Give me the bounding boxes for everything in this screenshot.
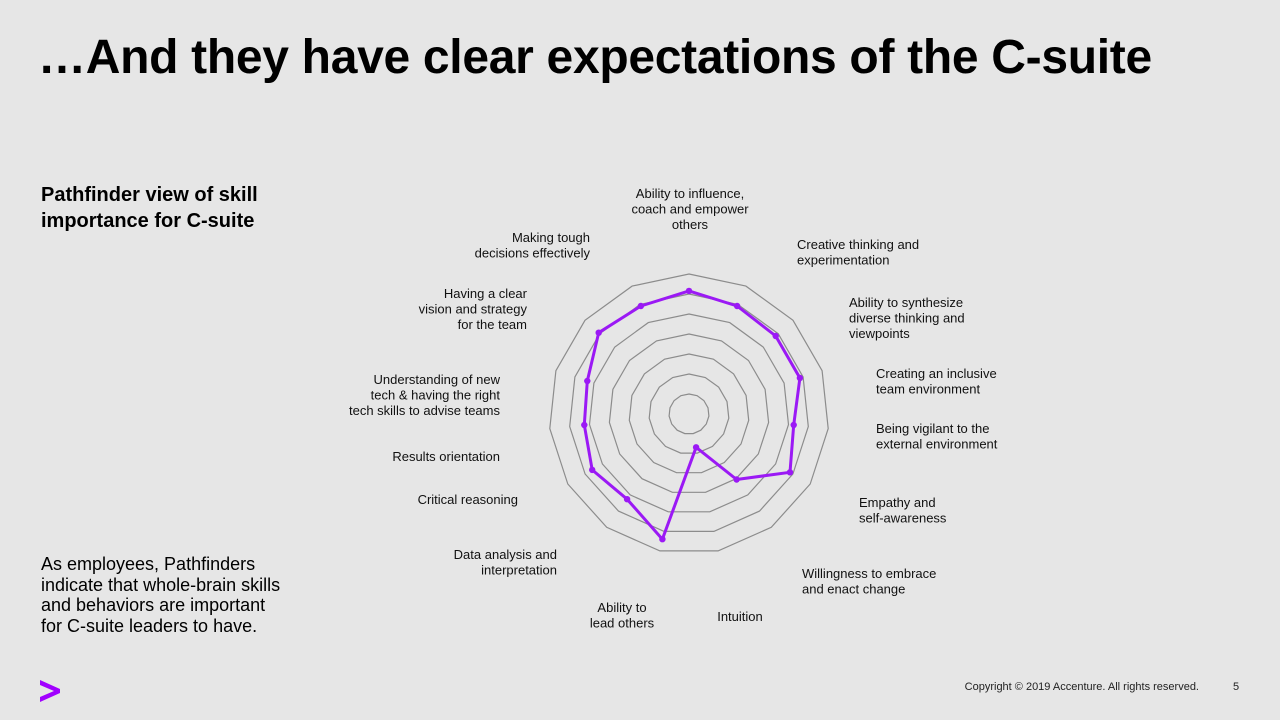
radar-axis-label-line: team environment [876, 382, 980, 397]
radar-axis-label-line: tech skills to advise teams [349, 403, 501, 418]
radar-axis-label: Making tough decisions effectively [475, 230, 591, 261]
radar-axis-label: Ability to lead others [590, 600, 655, 631]
copyright-text: Copyright © 2019 Accenture. All rights r… [964, 681, 1199, 693]
radar-axis-label: Data analysis and interpretation [454, 547, 557, 578]
radar-data-point [786, 469, 794, 476]
radar-axis-label-line: viewpoints [849, 326, 910, 341]
radar-axis-label: Being vigilant to the external environmen… [876, 421, 998, 452]
accenture-greater-than-icon [38, 678, 62, 704]
radar-data-point [584, 377, 591, 385]
radar-axis-label-line: diverse thinking and [849, 311, 965, 326]
radar-data-point [659, 536, 666, 543]
radar-data-point [595, 329, 602, 336]
radar-axis-label-line: Understanding of new [374, 372, 501, 387]
radar-axis-label-line: self-awareness [859, 511, 947, 526]
radar-grid-ring [588, 313, 790, 513]
radar-data-point [796, 374, 804, 382]
radar-axis-label-line: external environment [876, 437, 998, 452]
radar-grid-ring [648, 373, 730, 454]
radar-grid-ring [668, 393, 710, 435]
radar-axis-label-line: coach and empower [631, 202, 749, 217]
body-text: As employees, Pathfinders indicate that … [41, 554, 341, 636]
radar-axis-label: Results orientation [392, 449, 500, 464]
radar-axis-label: Willingness to embrace and enact change [802, 566, 936, 597]
subtitle-line: importance for C-suite [41, 210, 255, 232]
radar-axis-label-line: experimentation [797, 253, 890, 268]
radar-axis-label-line: Having a clear [444, 286, 528, 301]
radar-grid-ring [569, 293, 809, 533]
radar-axis-label-line: others [672, 217, 709, 232]
radar-axis-label-line: Empathy and [859, 495, 936, 510]
radar-axis-label-line: Creative thinking and [797, 237, 919, 252]
radar-series-line [582, 289, 802, 541]
radar-data-point [589, 466, 596, 474]
radar-axis-label-line: Intuition [717, 609, 763, 624]
radar-axis-label-line: interpretation [481, 563, 557, 578]
body-line: indicate that whole-brain skills [41, 574, 281, 595]
radar-axis-label-line: Ability to influence, [636, 186, 744, 201]
radar-axis-label-line: and enact change [802, 582, 905, 597]
radar-axis-label-line: for the team [458, 317, 527, 332]
radar-axis-label-line: Critical reasoning [418, 492, 518, 507]
radar-axis-label-line: Results orientation [392, 449, 500, 464]
radar-axis-label-line: vision and strategy [419, 302, 528, 317]
radar-axis-label: Having a clear vision and strategy for the… [419, 286, 528, 332]
radar-axis-label: Intuition [717, 609, 763, 624]
radar-data-point [790, 421, 797, 429]
radar-grid-ring [628, 353, 750, 474]
subtitle-line: Pathfinder view of skill [41, 184, 258, 206]
radar-data-point [692, 444, 700, 451]
radar-data-point [772, 332, 779, 340]
radar-axis-label-line: Making tough [512, 230, 590, 245]
radar-axis-label-line: Ability to [597, 600, 646, 615]
body-line: for C-suite leaders to have. [41, 615, 258, 636]
chart-subtitle: Pathfinder view of skill importance for … [41, 182, 341, 234]
radar-axis-label-line: Being vigilant to the [876, 421, 989, 436]
radar-data-point [581, 421, 588, 429]
radar-axis-label-line: Ability to synthesize [849, 295, 963, 310]
body-line: As employees, Pathfinders [41, 554, 256, 574]
radar-axis-label-line: Creating an inclusive [876, 366, 997, 381]
radar-axis-label: Empathy and self-awareness [859, 495, 947, 526]
radar-axis-label: Ability to influence, coach and empower ot… [631, 186, 749, 232]
radar-grid-ring [549, 273, 829, 552]
radar-axis-label-line: Data analysis and [454, 547, 557, 562]
page-number: 5 [1233, 681, 1240, 693]
page-title: …And they have clear expectations of the… [38, 31, 1152, 84]
radar-axis-label: Creating an inclusive team environment [876, 366, 997, 397]
radar-data-point [685, 287, 693, 295]
radar-axis-label: Understanding of new tech & having the ri… [349, 372, 501, 418]
radar-data-point [637, 302, 645, 310]
radar-axis-label-line: decisions effectively [475, 246, 591, 261]
radar-axis-label: Ability to synthesize diverse thinking an… [849, 295, 965, 341]
radar-grid-ring [608, 333, 770, 493]
body-line: and behaviors are important [41, 595, 266, 615]
radar-data-point [623, 496, 631, 503]
radar-axis-label-line: lead others [590, 616, 655, 631]
radar-axis-label-line: Willingness to embrace [802, 566, 936, 581]
radar-axis-label-line: tech & having the right [371, 388, 501, 403]
radar-axis-label: Critical reasoning [418, 492, 518, 507]
radar-axis-label: Creative thinking and experimentation [797, 237, 919, 268]
radar-data-point [733, 476, 740, 483]
radar-data-point [733, 302, 741, 310]
